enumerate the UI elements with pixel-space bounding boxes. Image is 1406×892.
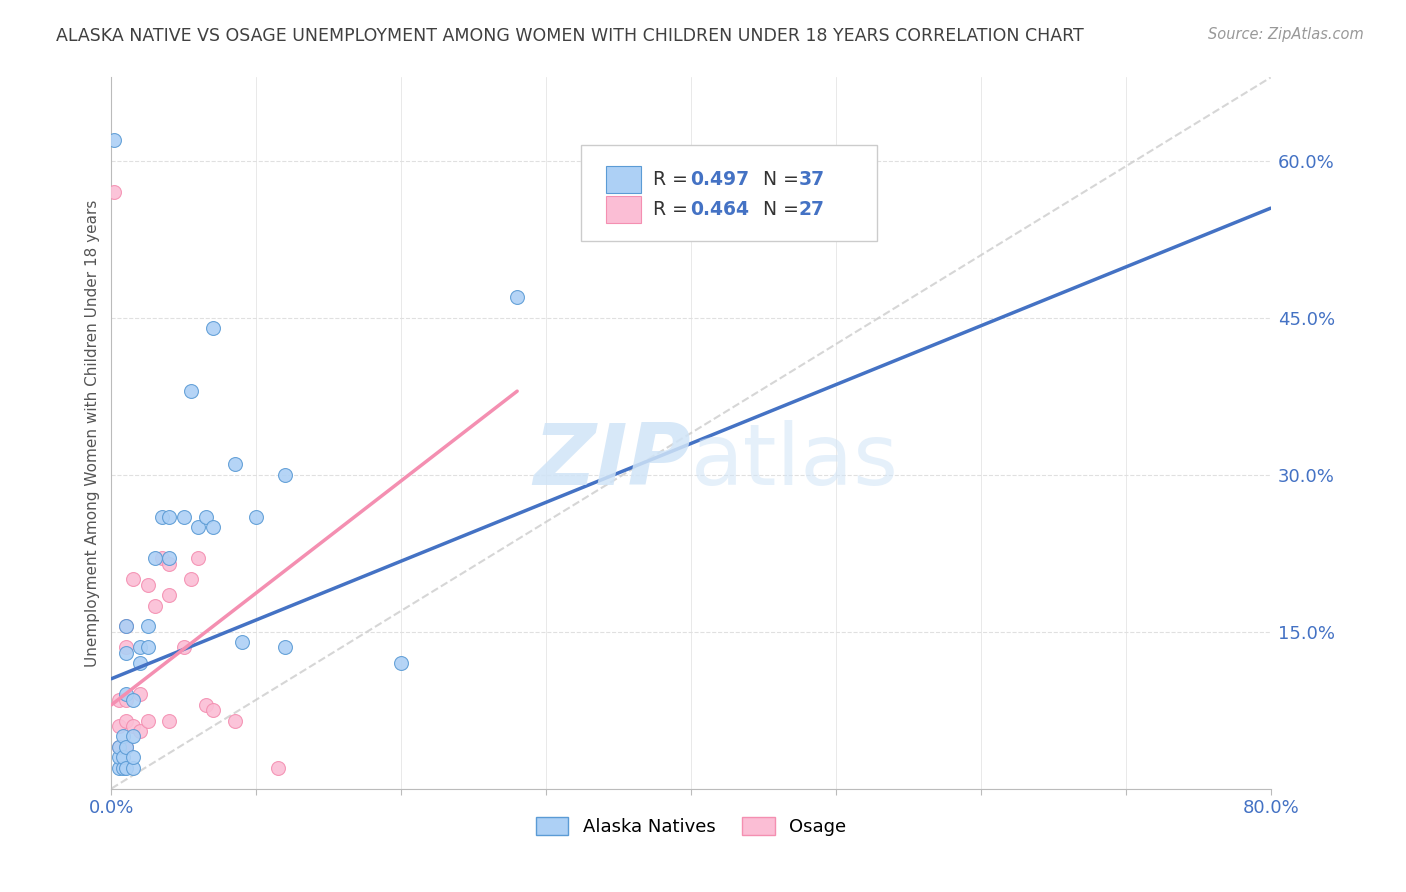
Point — [173, 640, 195, 655]
FancyBboxPatch shape — [581, 145, 876, 241]
FancyBboxPatch shape — [606, 196, 641, 223]
Point — [122, 750, 145, 764]
Point — [111, 729, 134, 743]
Point — [122, 692, 145, 706]
Point — [274, 467, 297, 482]
Point — [122, 719, 145, 733]
Point — [150, 551, 173, 566]
Point — [157, 551, 180, 566]
Text: R =: R = — [652, 200, 693, 219]
Point — [115, 640, 138, 655]
Point — [267, 761, 290, 775]
Point — [107, 739, 129, 754]
Point — [122, 761, 145, 775]
Point — [111, 761, 134, 775]
Point — [143, 551, 166, 566]
Point — [115, 714, 138, 728]
Point — [389, 656, 412, 670]
Point — [194, 509, 217, 524]
Point — [180, 573, 202, 587]
Point — [115, 646, 138, 660]
Point — [129, 640, 152, 655]
Point — [136, 619, 159, 633]
Text: Source: ZipAtlas.com: Source: ZipAtlas.com — [1208, 27, 1364, 42]
Point — [143, 599, 166, 613]
Point — [157, 588, 180, 602]
Point — [107, 692, 129, 706]
Point — [107, 750, 129, 764]
Point — [115, 761, 138, 775]
Point — [107, 739, 129, 754]
Point — [150, 509, 173, 524]
Point — [506, 290, 529, 304]
Point — [129, 687, 152, 701]
Point — [201, 520, 224, 534]
Point — [107, 761, 129, 775]
Legend: Alaska Natives, Osage: Alaska Natives, Osage — [529, 810, 853, 844]
Text: N =: N = — [763, 200, 804, 219]
Point — [231, 635, 253, 649]
Point — [157, 714, 180, 728]
Point — [173, 509, 195, 524]
Point — [122, 729, 145, 743]
Point — [187, 520, 209, 534]
Point — [224, 458, 246, 472]
Point — [115, 739, 138, 754]
Point — [157, 509, 180, 524]
FancyBboxPatch shape — [606, 166, 641, 193]
Text: R =: R = — [652, 169, 693, 188]
Point — [187, 551, 209, 566]
Point — [103, 133, 125, 147]
Text: atlas: atlas — [692, 420, 898, 503]
Point — [103, 186, 125, 200]
Point — [115, 692, 138, 706]
Text: 27: 27 — [799, 200, 825, 219]
Point — [245, 509, 267, 524]
Point — [136, 640, 159, 655]
Point — [180, 384, 202, 399]
Point — [201, 703, 224, 717]
Text: ALASKA NATIVE VS OSAGE UNEMPLOYMENT AMONG WOMEN WITH CHILDREN UNDER 18 YEARS COR: ALASKA NATIVE VS OSAGE UNEMPLOYMENT AMON… — [56, 27, 1084, 45]
Point — [274, 640, 297, 655]
Text: ZIP: ZIP — [533, 420, 692, 503]
Point — [115, 619, 138, 633]
Point — [115, 739, 138, 754]
Text: 0.464: 0.464 — [690, 200, 749, 219]
Point — [111, 750, 134, 764]
Text: 37: 37 — [799, 169, 825, 188]
Point — [224, 714, 246, 728]
Y-axis label: Unemployment Among Women with Children Under 18 years: Unemployment Among Women with Children U… — [86, 199, 100, 666]
Point — [129, 656, 152, 670]
Point — [129, 724, 152, 739]
Point — [115, 687, 138, 701]
Text: N =: N = — [763, 169, 804, 188]
Point — [136, 714, 159, 728]
Point — [115, 619, 138, 633]
Point — [201, 321, 224, 335]
Point — [107, 719, 129, 733]
Text: 0.497: 0.497 — [690, 169, 749, 188]
Point — [122, 573, 145, 587]
Point — [157, 557, 180, 571]
Point — [194, 698, 217, 712]
Point — [136, 577, 159, 591]
